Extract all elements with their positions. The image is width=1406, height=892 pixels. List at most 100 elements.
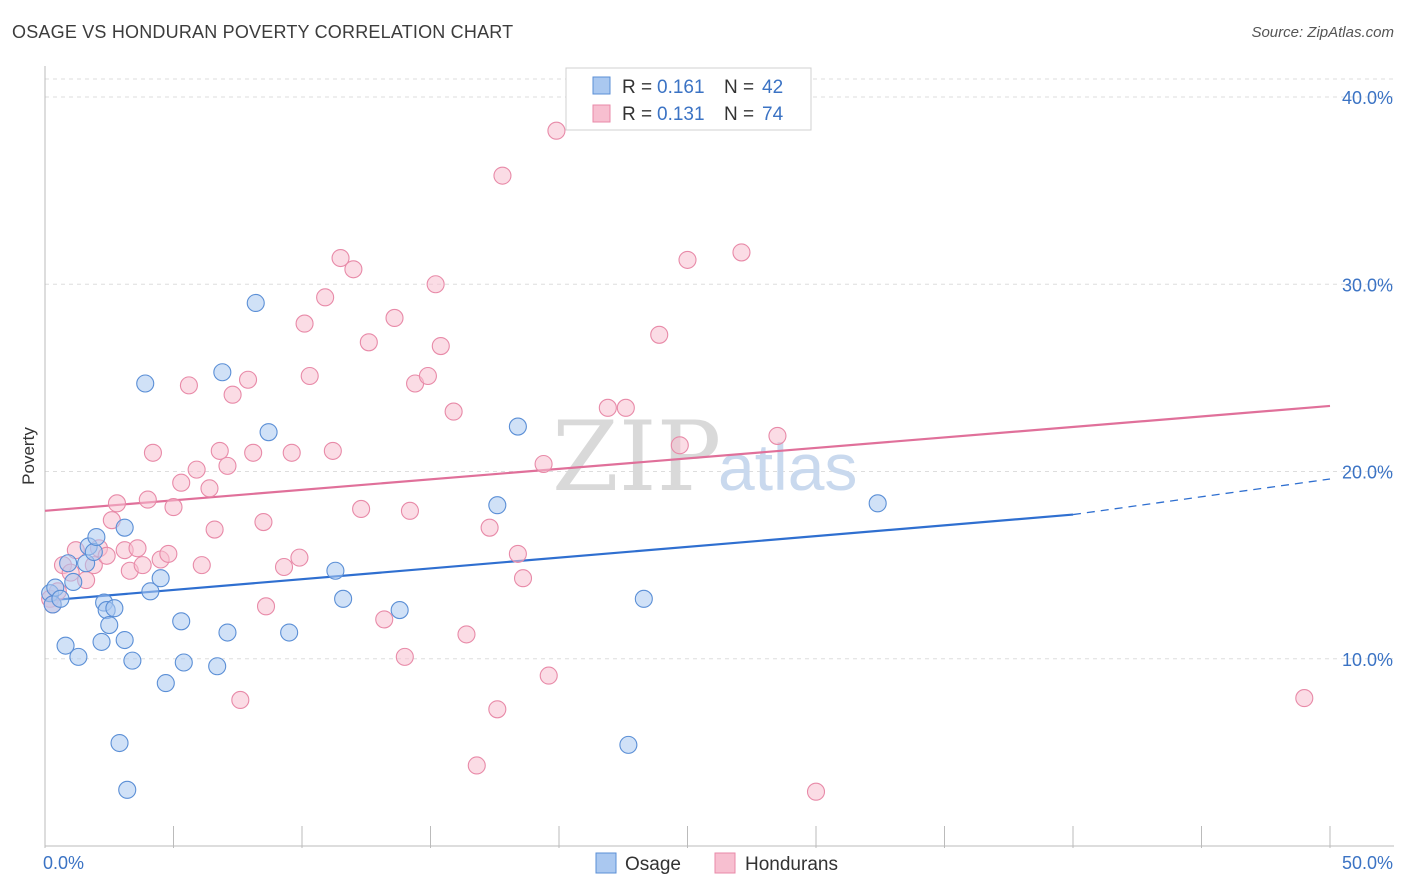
x-tick-label-max: 50.0% (1342, 853, 1393, 873)
hondurans-point (400, 501, 419, 520)
hondurans-point (418, 366, 437, 386)
hondurans-point (187, 460, 206, 479)
hondurans-point (290, 548, 309, 567)
legend-r-label-hondurans: R = (622, 104, 652, 125)
chart-title: OSAGE VS HONDURAN POVERTY CORRELATION CH… (12, 22, 514, 42)
hondurans-point (457, 625, 476, 644)
osage-point (84, 542, 103, 562)
osage-point (156, 674, 175, 693)
hondurans-point (488, 700, 507, 719)
osage-point (246, 293, 265, 313)
osage-point (326, 561, 345, 580)
hondurans-point (164, 498, 183, 517)
osage-point (92, 632, 111, 651)
axes (44, 66, 1394, 848)
legend-n-value-osage: 42 (762, 77, 783, 98)
hondurans-point (480, 518, 499, 537)
hondurans-point (210, 441, 229, 460)
hondurans-point (295, 314, 314, 333)
hondurans-point (138, 490, 157, 509)
hondurans-point (359, 333, 378, 352)
hondurans-point (316, 288, 335, 307)
osage-point (87, 527, 106, 547)
osage-point (141, 582, 160, 601)
hondurans-point (172, 473, 191, 492)
hondurans-point (352, 499, 371, 519)
hondurans-point (159, 544, 178, 563)
hondurans-point (331, 248, 350, 268)
bottom-legend-label-osage: Osage (625, 854, 681, 875)
hondurans-point (256, 597, 276, 616)
osage-point (123, 651, 142, 670)
osage-point (115, 518, 134, 537)
hondurans-point (426, 275, 445, 294)
y-tick-label: 10.0% (1342, 650, 1393, 670)
legend-r-label-osage: R = (622, 77, 652, 98)
osage-point (100, 615, 119, 635)
x-tick-labels: 0.0% 50.0% (43, 853, 1393, 873)
osage-point (868, 494, 887, 513)
hondurans-point (254, 513, 273, 532)
osage-point (259, 423, 278, 442)
osage-point (508, 417, 527, 436)
hondurans-points (41, 121, 1314, 801)
hondurans-point (395, 647, 414, 666)
y-tick-labels: 10.0% 20.0% 30.0% 40.0% (1342, 88, 1393, 670)
hondurans-point (375, 610, 394, 629)
hondurans-point (508, 544, 527, 563)
hondurans-point (192, 556, 211, 575)
hondurans-point (218, 456, 237, 475)
y-axis-title: Poverty (19, 427, 38, 485)
osage-point (69, 647, 88, 666)
legend-n-value-hondurans: 74 (762, 104, 784, 125)
source-label: Source: ZipAtlas.com (1251, 24, 1394, 41)
hondurans-point (444, 402, 463, 421)
osage-trend-line (44, 513, 1074, 602)
hondurans-point (205, 520, 224, 539)
correlation-legend: R = 0.161 N = 42 R = 0.131 N = 74 (565, 67, 812, 131)
watermark-atlas: atlas (718, 430, 857, 504)
hondurans-point (670, 436, 689, 455)
osage-point (634, 589, 653, 608)
osage-point (218, 623, 237, 642)
osage-point (136, 374, 155, 393)
osage-point (213, 363, 232, 382)
osage-point (56, 636, 75, 655)
hondurans-point (732, 243, 751, 262)
hondurans-point (231, 690, 250, 709)
series-legend: Osage Hondurans (595, 852, 838, 875)
hondurans-point (806, 782, 826, 801)
hondurans-point (616, 398, 635, 417)
trend-lines (44, 404, 1331, 602)
osage-point (110, 733, 129, 753)
osage-point (619, 735, 638, 754)
hondurans-point (547, 121, 566, 140)
hondurans-point (1295, 689, 1314, 708)
legend-n-label-hondurans: N = (724, 104, 754, 125)
hondurans-point (300, 366, 319, 386)
y-tick-label: 40.0% (1342, 88, 1393, 108)
hondurans-point (107, 494, 127, 513)
y-tick-label: 20.0% (1342, 463, 1393, 483)
hondurans-point (274, 557, 294, 577)
hondurans-point (238, 370, 258, 389)
hondurans-point (179, 376, 198, 395)
osage-point (280, 623, 299, 642)
hondurans-point (200, 479, 219, 498)
y-tick-label: 30.0% (1342, 275, 1393, 295)
hondurans-point (143, 443, 162, 462)
osage-point (390, 601, 409, 620)
hondurans-point (323, 441, 342, 460)
osage-point (59, 554, 78, 573)
legend-swatch-osage (592, 76, 611, 95)
hondurans-trend-line (44, 404, 1331, 512)
osage-point (172, 612, 191, 631)
hondurans-point (431, 336, 450, 356)
osage-points (41, 293, 887, 799)
hondurans-point (768, 426, 787, 445)
grid-lines (45, 78, 1394, 660)
osage-trend-extension (1072, 478, 1331, 516)
bottom-legend-swatch-osage (595, 852, 617, 874)
osage-point (151, 569, 170, 588)
hondurans-point (598, 398, 617, 417)
